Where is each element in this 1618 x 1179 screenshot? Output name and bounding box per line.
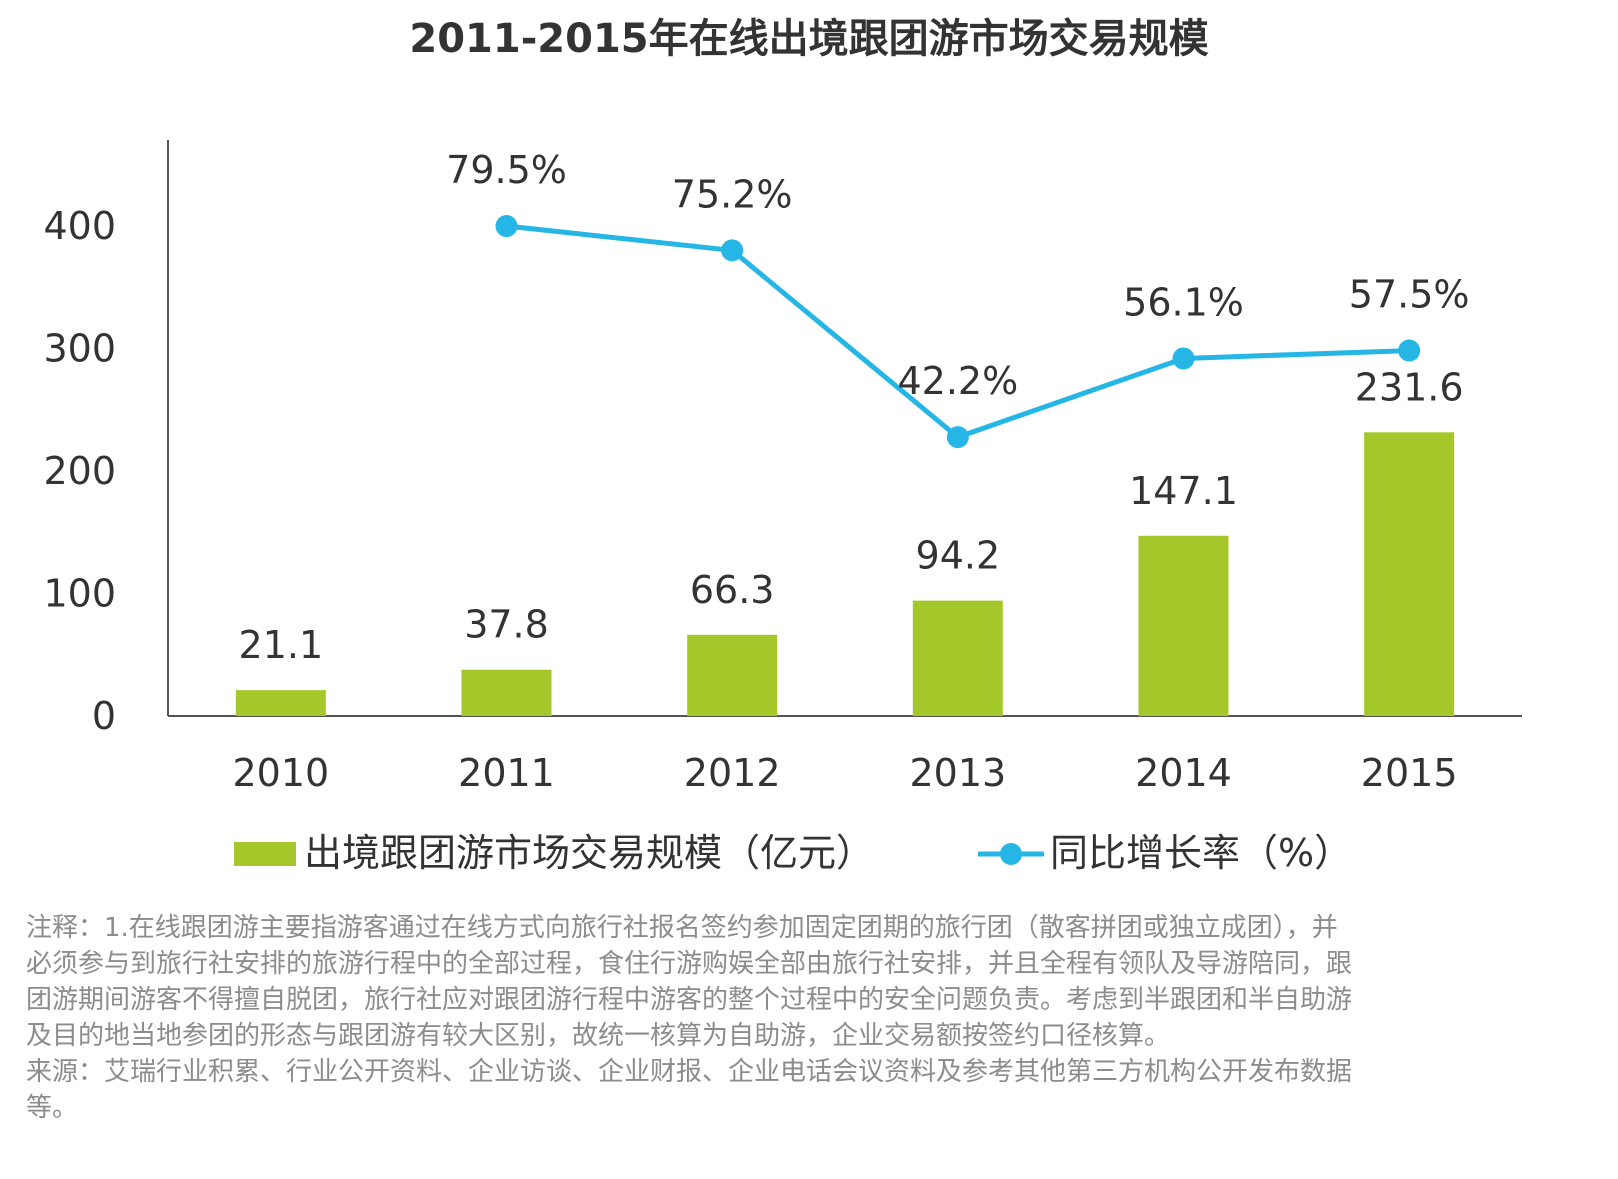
bar: [461, 669, 552, 716]
note-line: 必须参与到旅行社安排的旅游行程中的全部过程，食住行游购娱全部由旅行社安排，并且全…: [26, 949, 1353, 979]
growth-line: [506, 223, 1410, 440]
y-tick-label: 0: [92, 694, 116, 738]
axes: 0 100 200 300 400 2010 2011 2012 2013 2014 2015: [43, 140, 1522, 795]
bar-series: 21.1 37.8 66.3 94.2 147.1 231.6: [235, 365, 1464, 716]
source-line: 来源：艾瑞行业积累、行业公开资料、企业访谈、企业财报、企业电话会议资料及参考其他…: [26, 1057, 1353, 1087]
footnotes: 注释：1.在线跟团游主要指游客通过在线方式向旅行社报名签约参加固定团期的旅行团（…: [26, 910, 1596, 1126]
growth-point: [721, 239, 744, 262]
source-line: 等。: [26, 1093, 79, 1123]
legend-line-marker: [1000, 843, 1022, 865]
chart-title: 2011-2015年在线出境跟团游市场交易规模: [409, 16, 1208, 62]
bar: [687, 634, 778, 716]
note-line: 及目的地当地参团的形态与跟团游有较大区别，故统一核算为自助游，企业交易额按签约口…: [26, 1021, 1171, 1051]
bar-value-label: 21.1: [239, 623, 324, 667]
bar-value-label: 147.1: [1129, 469, 1238, 513]
note-line: 注释：1.在线跟团游主要指游客通过在线方式向旅行社报名签约参加固定团期的旅行团（…: [26, 913, 1338, 943]
legend-bar-swatch: [234, 842, 296, 866]
note-line: 团游期间游客不得擅自脱团，旅行社应对跟团游行程中游客的整个过程中的安全问题负责。…: [26, 985, 1353, 1015]
y-tick-label: 300: [43, 327, 116, 371]
growth-value-label: 56.1%: [1123, 280, 1244, 324]
growth-point: [495, 215, 518, 238]
growth-value-label: 42.2%: [897, 359, 1018, 403]
growth-value-label: 57.5%: [1349, 273, 1470, 317]
y-tick-label: 200: [43, 449, 116, 493]
legend-line-label: 同比增长率（%）: [1050, 831, 1352, 875]
bar: [1138, 535, 1229, 716]
legend: 出境跟团游市场交易规模（亿元） 同比增长率（%）: [234, 831, 1352, 875]
bar: [235, 690, 326, 716]
y-tick-label: 400: [43, 204, 116, 248]
legend-bar-label: 出境跟团游市场交易规模（亿元）: [304, 831, 874, 875]
x-tick-label: 2012: [684, 751, 781, 795]
bar-value-label: 231.6: [1355, 365, 1464, 409]
bar: [912, 600, 1003, 716]
bar: [1364, 432, 1455, 716]
bar-value-label: 66.3: [690, 568, 775, 612]
growth-point: [946, 426, 969, 449]
x-tick-label: 2015: [1361, 751, 1458, 795]
x-tick-label: 2013: [909, 751, 1006, 795]
growth-value-label: 75.2%: [672, 172, 793, 216]
line-series: 79.5% 75.2% 42.2% 56.1% 57.5%: [446, 148, 1470, 449]
growth-value-label: 79.5%: [446, 148, 567, 192]
y-tick-label: 100: [43, 572, 116, 616]
growth-point: [1398, 339, 1421, 362]
x-tick-label: 2011: [458, 751, 555, 795]
chart: 2011-2015年在线出境跟团游市场交易规模 0 100 200 300 400 201…: [43, 16, 1522, 875]
bar-value-label: 37.8: [464, 603, 549, 647]
x-tick-label: 2014: [1135, 751, 1232, 795]
bar-value-label: 94.2: [916, 534, 1001, 578]
growth-point: [1172, 347, 1195, 370]
x-tick-label: 2010: [232, 751, 329, 795]
